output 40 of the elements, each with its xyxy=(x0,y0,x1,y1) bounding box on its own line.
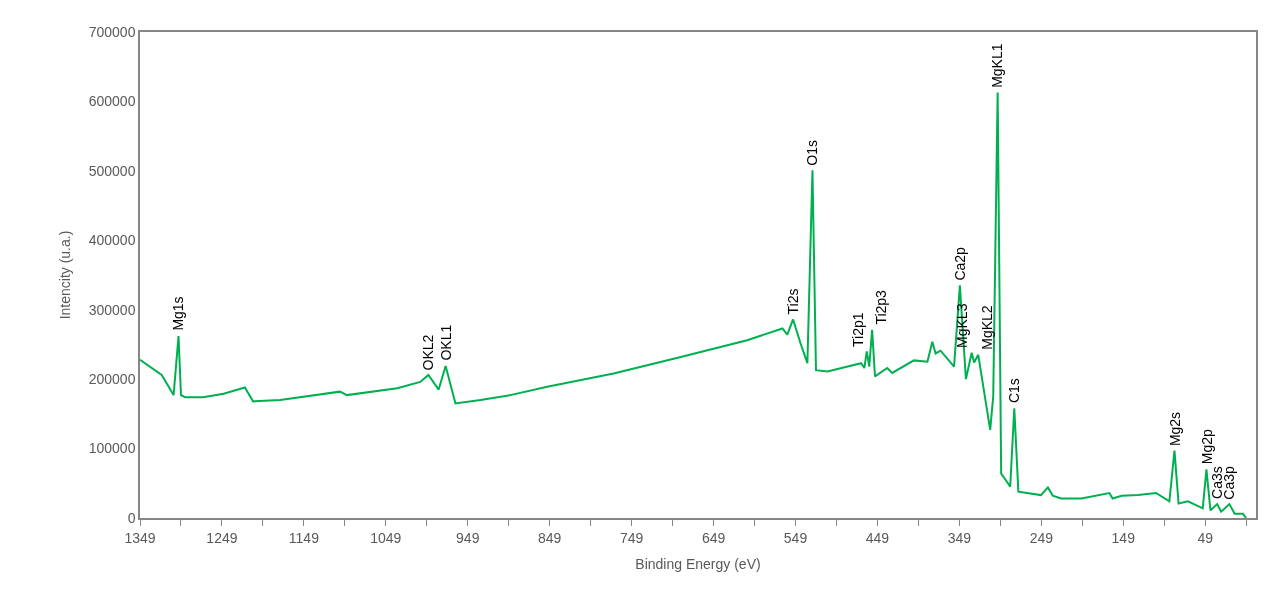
annotation: Ti2s xyxy=(784,288,801,315)
y-axis-title: Intencity (u.a.) xyxy=(56,230,73,320)
x-tick-label: 1349 xyxy=(124,529,156,546)
annotation: Ca3p xyxy=(1221,466,1238,500)
annotation: C1s xyxy=(1006,378,1023,404)
x-tick-label: 849 xyxy=(538,529,562,546)
annotation: Mg2s xyxy=(1166,411,1183,447)
annotation: Mg2p xyxy=(1198,429,1215,465)
y-tick-label: 600000 xyxy=(88,93,136,110)
annotation: O1s xyxy=(804,139,821,166)
x-tick-label: 1049 xyxy=(370,529,402,546)
x-tick-label: 449 xyxy=(865,529,890,546)
y-tick-label: 200000 xyxy=(88,371,136,388)
y-tick-label: 300000 xyxy=(88,301,136,318)
x-axis-title: Binding Energy (eV) xyxy=(635,556,761,573)
x-tick-label: 149 xyxy=(1111,529,1136,546)
x-tick-label: 49 xyxy=(1197,529,1214,546)
y-tick-label: 0 xyxy=(127,509,136,526)
annotation: MgKL2 xyxy=(978,305,995,350)
annotation: Ti2p3 xyxy=(872,289,889,325)
y-tick-label: 100000 xyxy=(88,440,136,457)
annotation: OKL1 xyxy=(437,324,454,361)
x-tick-label: 249 xyxy=(1029,529,1054,546)
y-tick-label: 500000 xyxy=(88,162,136,179)
y-tick-label: 400000 xyxy=(88,232,136,249)
annotation: Ca2p xyxy=(952,246,969,281)
annotation: MgKL1 xyxy=(989,43,1006,88)
annotation: Mg1s xyxy=(170,296,187,331)
x-tick-label: 349 xyxy=(947,529,972,546)
line-series xyxy=(140,91,1248,518)
annotation: MgKL3 xyxy=(954,303,971,348)
x-tick-label: 649 xyxy=(701,529,726,546)
annotation: Ti2p1 xyxy=(849,312,866,348)
x-tick-label: 749 xyxy=(619,529,644,546)
x-tick-label: 549 xyxy=(783,529,808,546)
annotation: OKL2 xyxy=(420,334,437,371)
x-tick-label: 1249 xyxy=(206,529,238,546)
x-tick-label: 1149 xyxy=(288,529,320,546)
y-tick-label: 700000 xyxy=(88,23,136,40)
x-tick-label: 949 xyxy=(456,529,480,546)
